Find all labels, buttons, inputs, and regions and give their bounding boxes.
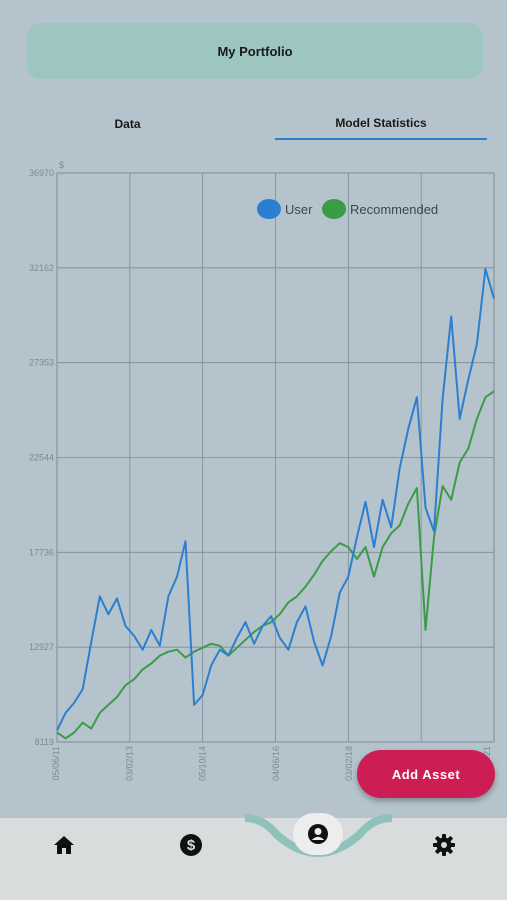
legend-label-user: User [285, 202, 313, 217]
tab-data-label: Data [114, 117, 141, 131]
chart-series [56, 268, 495, 740]
x-tick-label: 03/02/18 [344, 746, 354, 781]
legend-swatch-recommended [322, 199, 346, 219]
x-tick-label: 05/06/11 [51, 746, 61, 780]
portfolio-header: My Portfolio [27, 23, 483, 79]
tab-model-statistics-label: Model Statistics [335, 116, 427, 130]
legend-swatch-user [257, 199, 281, 219]
nav-money-button[interactable]: $ [176, 830, 206, 860]
y-tick-label: 27353 [29, 358, 54, 368]
y-tick-label: 8119 [35, 737, 54, 747]
home-icon [54, 836, 74, 854]
portfolio-line-chart: 36970 32162 27353 22544 17736 12927 8119 05/06… [29, 160, 495, 781]
page-title: My Portfolio [217, 43, 293, 59]
nav-profile-button[interactable] [293, 813, 343, 855]
svg-text:$: $ [187, 837, 196, 854]
x-tick-label: 03/02/13 [124, 746, 134, 781]
y-tick-label: 17736 [29, 547, 54, 557]
nav-settings-button[interactable] [429, 830, 459, 860]
y-tick-label: 12927 [29, 642, 54, 652]
legend-label-recommended: Recommended [350, 202, 438, 217]
nav-home-button[interactable] [49, 830, 79, 860]
tab-data[interactable]: Data [0, 108, 255, 140]
gear-icon [433, 834, 455, 856]
x-tick-label: 04/06/16 [271, 746, 281, 781]
add-asset-label: Add Asset [391, 766, 461, 782]
y-tick-label: 32162 [29, 263, 54, 273]
profile-icon [308, 824, 328, 844]
dollar-icon: $ [180, 834, 202, 856]
chart-legend[interactable]: User Recommended [257, 199, 438, 219]
series-line-recommended [56, 390, 495, 740]
series-line-user [56, 268, 495, 731]
y-axis-ticks: 36970 32162 27353 22544 17736 12927 8119 [29, 168, 54, 747]
tab-model-statistics[interactable]: Model Statistics [275, 108, 487, 140]
chart-grid [56, 172, 495, 743]
x-tick-label: 05/10/14 [198, 746, 208, 781]
y-tick-label: 36970 [29, 168, 54, 178]
y-axis-unit: $ [59, 160, 64, 170]
add-asset-button[interactable]: Add Asset [357, 750, 495, 798]
y-tick-label: 22544 [29, 453, 54, 463]
